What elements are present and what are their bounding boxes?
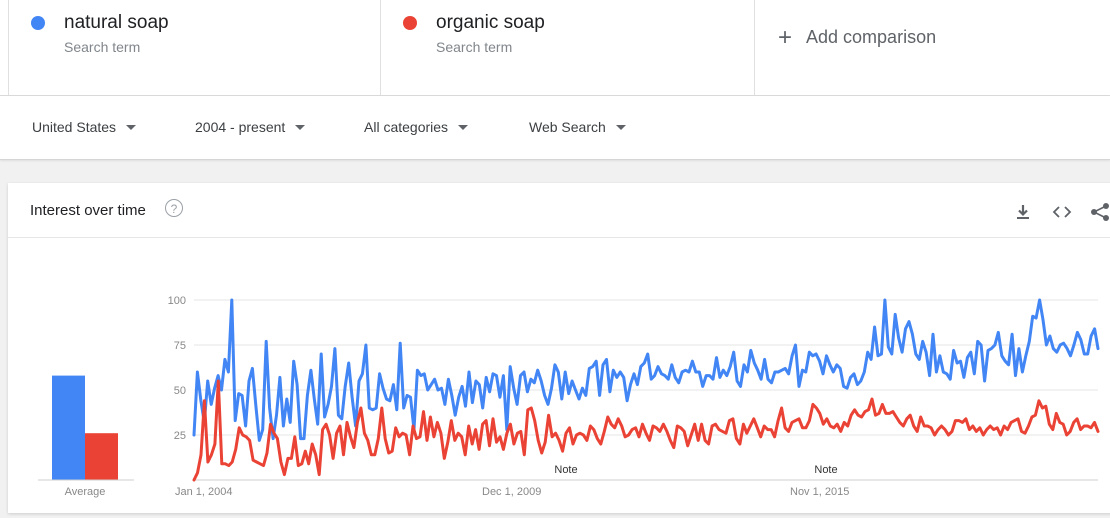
search-property-dropdown[interactable]: Web Search — [529, 119, 626, 135]
card-header: Interest over time ? — [8, 183, 1110, 238]
series-line — [192, 379, 1100, 482]
average-label: Average — [65, 486, 106, 498]
interest-over-time-card: Interest over time ? 100 75 50 25 Jan 1, 200… — [8, 183, 1110, 513]
region-dropdown[interactable]: United States — [32, 119, 137, 135]
dropdown-caret-icon — [126, 125, 137, 130]
filter-bar: United States 2004 - present All categor… — [0, 96, 1110, 160]
x-tick-label: Jan 1, 2004 — [175, 486, 233, 498]
x-tick-label: Dec 1, 2009 — [482, 486, 541, 498]
x-tick-label: Nov 1, 2015 — [790, 486, 849, 498]
search-term-card-2[interactable]: organic soap Search term — [381, 0, 755, 95]
y-tick-label: 50 — [174, 385, 186, 397]
dropdown-caret-icon — [295, 125, 306, 130]
y-tick-label: 25 — [174, 430, 186, 442]
search-term-card-1[interactable]: natural soap Search term — [8, 0, 381, 95]
chart-note-label: Note — [814, 464, 837, 476]
region-label: United States — [32, 119, 117, 135]
chart-note-label: Note — [554, 464, 577, 476]
y-tick-label: 100 — [168, 295, 186, 307]
embed-code-icon[interactable] — [1051, 201, 1073, 223]
card-title: Interest over time — [30, 202, 146, 219]
download-icon[interactable] — [1012, 201, 1034, 223]
dropdown-caret-icon — [615, 125, 626, 130]
term-subtitle: Search term — [436, 39, 513, 55]
plus-icon: + — [778, 24, 793, 51]
average-bar — [85, 433, 118, 480]
interest-over-time-chart: 100 75 50 25 Jan 1, 2004 Dec 1, 2009 Nov 1, 20… — [38, 295, 1100, 498]
term-color-dot — [31, 16, 45, 30]
help-circle-icon[interactable]: ? — [165, 199, 183, 217]
term-name[interactable]: organic soap — [436, 12, 545, 33]
term-name[interactable]: natural soap — [64, 12, 169, 33]
category-label: All categories — [364, 119, 449, 135]
average-bar — [52, 375, 85, 480]
term-subtitle: Search term — [64, 39, 141, 55]
category-dropdown[interactable]: All categories — [364, 119, 469, 135]
time-range-dropdown[interactable]: 2004 - present — [195, 119, 306, 135]
share-icon[interactable] — [1089, 201, 1110, 223]
search-property-label: Web Search — [529, 119, 606, 135]
chart-area: 100 75 50 25 Jan 1, 2004 Dec 1, 2009 Nov 1, 20… — [8, 238, 1110, 513]
time-range-label: 2004 - present — [195, 119, 286, 135]
add-comparison-button[interactable]: + Add comparison — [778, 24, 936, 52]
term-color-dot — [403, 16, 417, 30]
add-comparison-label: Add comparison — [806, 27, 937, 47]
y-tick-label: 75 — [174, 340, 186, 352]
dropdown-caret-icon — [458, 125, 469, 130]
search-terms-bar: natural soap Search term organic soap Se… — [0, 0, 1110, 96]
series-line — [192, 298, 1100, 442]
